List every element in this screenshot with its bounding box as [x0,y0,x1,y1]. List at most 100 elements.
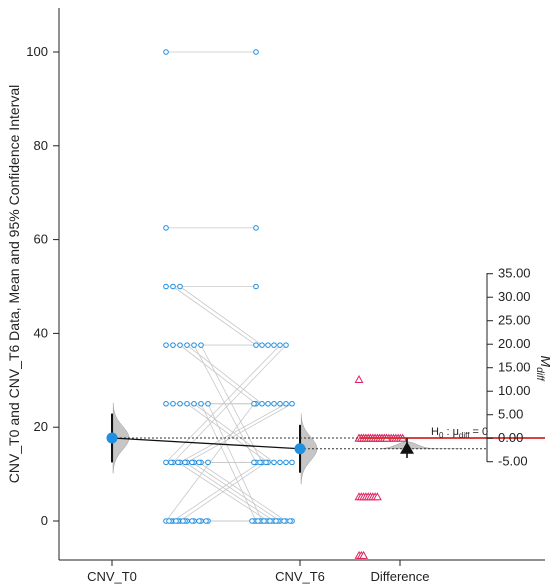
y-tick-label: 20 [34,419,48,434]
data-point-t0 [166,518,172,524]
y2-axis-ticks: 35.00 30.00 25.00 20.00 15.00 10.00 5.00 0.00 -5… [487,266,531,469]
y-tick-label: 40 [34,325,48,340]
data-point-t0 [163,459,169,466]
pair-line [186,403,269,463]
data-point-t6 [289,400,295,407]
difference-point [359,550,369,559]
mean-point-t6 [294,443,306,455]
data-point-t0 [175,459,181,466]
data-point-t6 [253,283,259,290]
data-point-t0 [196,459,202,466]
pair-line [179,344,257,405]
y-tick-label: 60 [34,232,48,247]
data-point-t0 [177,342,183,348]
y2-tick-label: 0.00 [498,430,523,445]
y-tick-label: 80 [34,138,48,153]
data-point-t6 [265,342,271,348]
data-point-t6 [259,400,265,407]
y-tick-label: 100 [26,44,48,59]
data-point-t6 [289,459,295,466]
data-point-t6 [255,518,261,524]
data-point-t6 [277,400,283,407]
y2-tick-label: 20.00 [498,336,531,351]
mean-point-t0 [106,432,118,444]
data-point-t6 [271,459,277,466]
y2-tick-label: 5.00 [498,407,523,422]
data-point-t0 [191,400,197,407]
data-point-t6 [253,342,259,348]
y2-axis-title: Mdiff [534,355,550,381]
data-point-t0 [189,459,195,466]
data-point-t6 [265,400,271,407]
data-point-t6 [283,459,289,466]
data-point-t6 [257,459,263,466]
data-point-t0 [182,459,188,466]
data-point-t6 [283,342,289,348]
y-tick-label: 0 [41,513,48,528]
data-point-t0 [196,518,202,524]
distributions [112,402,462,485]
data-point-t0 [173,518,179,524]
data-point-t0 [170,400,176,407]
y2-tick-label: -5.00 [498,454,528,469]
pair-line [179,462,267,522]
data-point-t0 [198,400,204,407]
data-point-t6 [251,400,257,407]
data-point-t6 [259,342,265,348]
pair-line [186,403,293,463]
mean-connector [111,437,301,450]
pair-line [193,403,275,463]
y2-tick-label: 25.00 [498,313,531,328]
y2-tick-label: 15.00 [498,360,531,375]
data-point-t0 [191,342,197,348]
data-point-t0 [170,283,176,290]
data-point-t6 [273,518,279,524]
data-point-t0 [205,400,211,407]
data-point-t0 [177,283,183,290]
pair-line [191,462,281,522]
pair-line [172,286,257,346]
data-point-t0 [203,518,209,524]
data-point-t0 [180,518,186,524]
pair-line [198,462,287,522]
pair-lines [165,51,293,522]
y2-tick-label: 30.00 [498,289,531,304]
x-tick-label: CNV_T6 [275,569,325,584]
data-point-t6 [263,459,269,466]
data-point-t0 [189,518,195,524]
data-point-t0 [168,459,174,466]
data-point-t6 [261,518,267,524]
data-point-t6 [281,518,287,524]
data-point-t6 [253,49,259,55]
y-axis-title: CNV_T0 and CNV_T6 Data, Mean and 95% Con… [6,85,22,483]
y-axis-ticks: 0 20 40 60 80 100 [26,44,59,528]
data-point-t6 [277,342,283,348]
pair-line [179,403,287,463]
data-point-t6 [253,225,259,231]
data-point-t0 [184,342,190,348]
mean-diff-marker [400,441,414,454]
means [106,413,545,473]
data-point-t0 [177,400,183,407]
data-point-t6 [271,342,277,348]
data-point-t0 [163,283,169,290]
data-point-t6 [267,518,273,524]
x-tick-label: Difference [370,569,429,584]
data-point-t6 [287,518,293,524]
data-point-t0 [205,459,211,466]
pair-line [165,344,281,463]
pair-line [179,286,263,346]
pair-line [184,462,275,522]
data-point-t0 [163,225,169,231]
difference-point [354,374,364,383]
data-point-t0 [163,342,169,348]
data-point-t0 [170,342,176,348]
h0-label: H0 : μdiff = 0 [431,426,488,440]
data-point-t6 [277,459,283,466]
data-point-t6 [249,518,255,524]
difference-points [354,374,408,559]
x-tick-label: CNV_T0 [87,569,137,584]
x-axis-ticks: CNV_T0 CNV_T6 Difference [87,560,430,584]
data-point-t0 [198,342,204,348]
